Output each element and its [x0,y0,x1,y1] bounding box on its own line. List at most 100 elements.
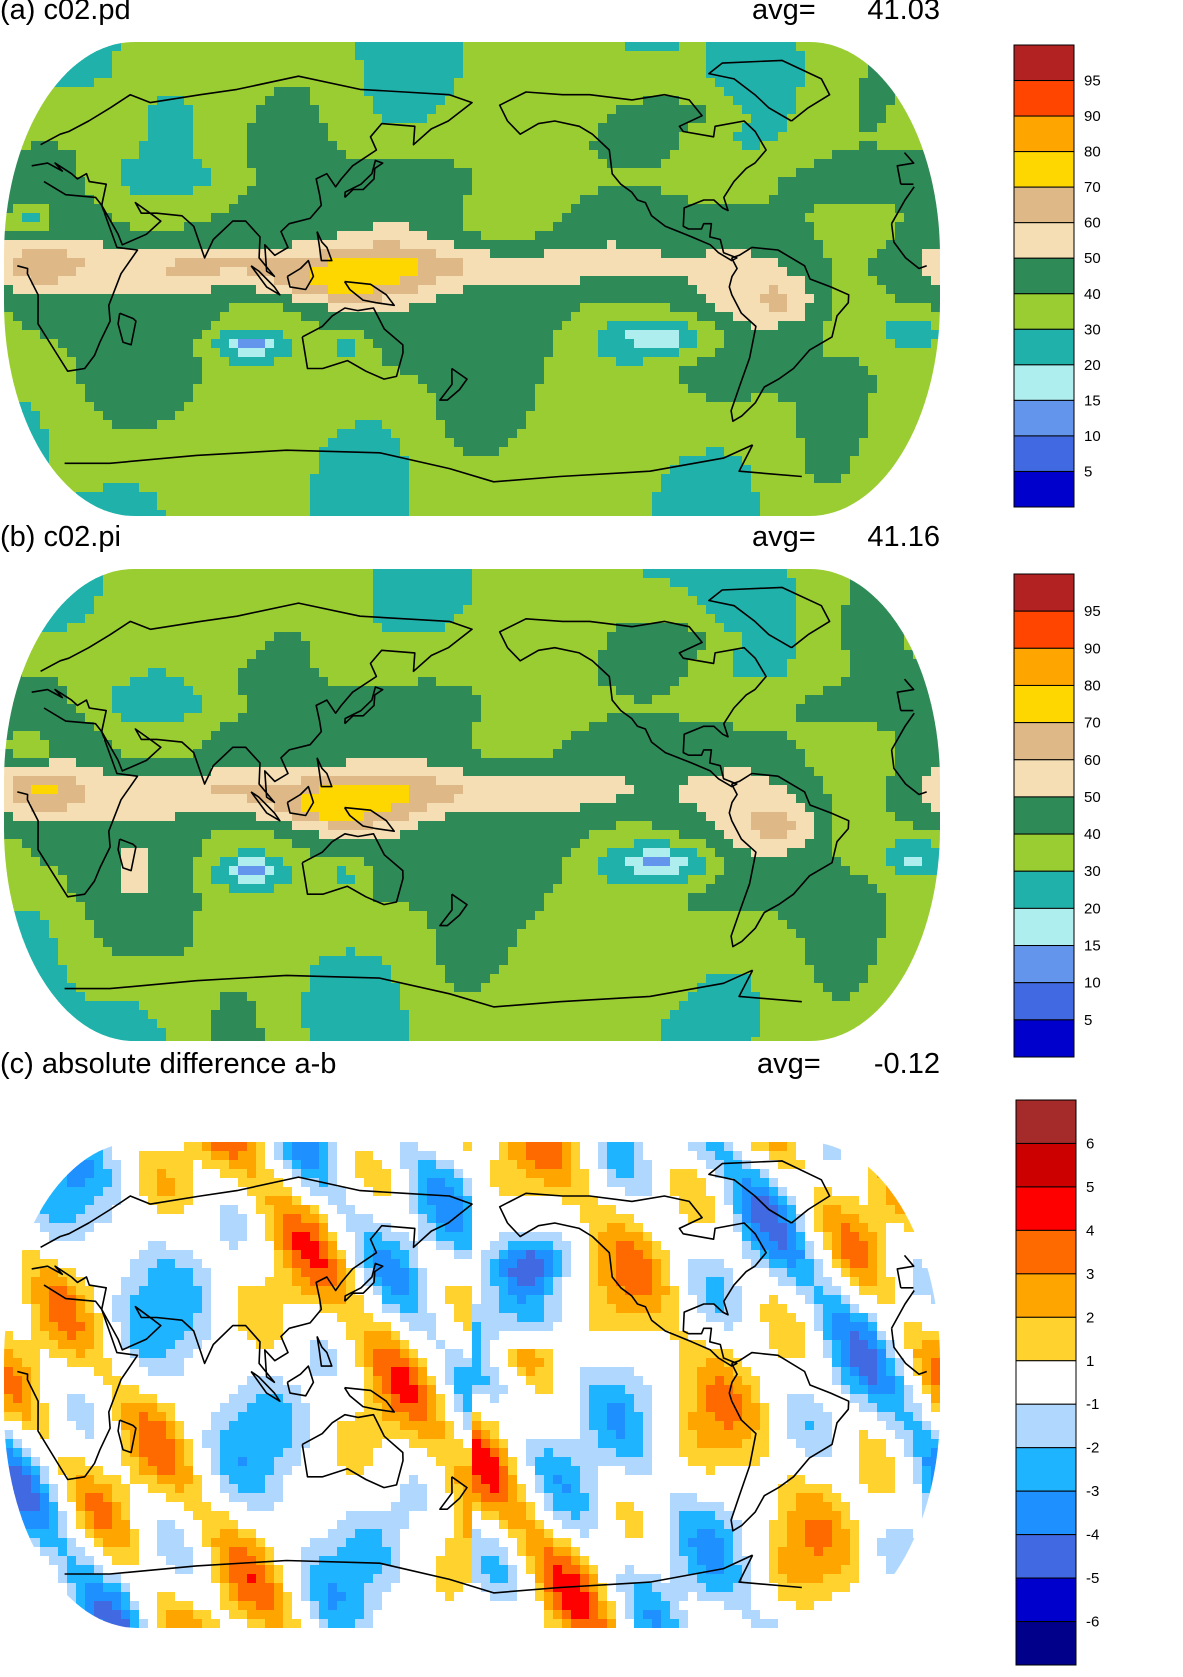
field-cell [85,195,95,205]
field-cell [742,339,752,349]
field-cell [922,159,932,169]
field-cell [643,159,653,169]
field-cell [139,258,149,268]
field-cell [895,384,905,394]
field-cell [373,276,383,286]
field-cell [661,447,671,457]
field-cell [418,213,428,223]
field-cell [256,78,266,88]
field-cell [364,465,374,475]
field-cell [913,339,923,349]
field-cell [13,240,23,250]
field-cell [751,276,761,286]
field-cell [823,123,833,133]
field-cell [391,60,401,70]
field-cell [166,123,176,133]
field-cell [778,42,788,52]
field-cell [229,438,239,448]
field-cell [553,96,563,106]
field-cell [562,222,572,232]
field-cell [886,51,896,61]
field-cell [688,321,698,331]
field-cell [868,438,878,448]
field-cell [274,285,284,295]
field-cell [832,276,842,286]
field-cell [868,177,878,187]
field-cell [463,456,473,466]
field-cell [220,69,230,79]
field-cell [418,168,428,178]
field-cell [733,375,743,385]
field-cell [805,159,815,169]
field-cell [454,366,464,376]
field-cell [31,78,41,88]
field-cell [517,204,527,214]
field-cell [238,456,248,466]
field-cell [553,141,563,151]
field-cell [31,204,41,214]
field-cell [517,69,527,79]
field-cell [850,375,860,385]
field-cell [724,303,734,313]
field-cell [472,285,482,295]
field-cell [184,303,194,313]
field-cell [589,114,599,124]
field-cell [283,294,293,304]
field-cell [454,429,464,439]
field-cell [76,312,86,322]
field-cell [391,69,401,79]
field-cell [562,456,572,466]
field-cell [913,213,923,223]
field-cell [58,105,68,115]
field-cell [931,78,940,88]
field-cell [616,456,626,466]
field-cell [418,384,428,394]
field-cell [22,285,32,295]
field-cell [211,222,221,232]
field-cell [274,123,284,133]
field-cell [328,402,338,412]
field-cell [175,402,185,412]
field-cell [868,240,878,250]
field-cell [715,348,725,358]
field-cell [589,411,599,421]
field-cell [652,150,662,160]
field-cell [517,276,527,286]
field-cell [580,78,590,88]
field-cell [652,51,662,61]
field-cell [220,303,230,313]
field-cell [157,276,167,286]
field-cell [517,60,527,70]
field-cell [553,456,563,466]
field-cell [463,222,473,232]
field-cell [157,465,167,475]
field-cell [256,159,266,169]
field-cell [40,456,50,466]
field-cell [175,96,185,106]
field-cell [301,240,311,250]
field-cell [94,357,104,367]
field-cell [184,168,194,178]
field-cell [130,267,140,277]
field-cell [634,285,644,295]
field-cell [382,321,392,331]
field-cell [859,303,869,313]
field-cell [139,447,149,457]
field-cell [724,123,734,133]
field-cell [58,294,68,304]
field-cell [94,150,104,160]
field-cell [346,303,356,313]
field-cell [625,366,635,376]
field-cell [742,249,752,259]
field-cell [463,393,473,403]
field-cell [328,186,338,196]
field-cell [22,258,32,268]
field-cell [751,114,761,124]
field-cell [121,141,131,151]
field-cell [301,447,311,457]
field-cell [184,384,194,394]
field-cell [679,249,689,259]
field-cell [661,294,671,304]
field-cell [913,312,923,322]
field-cell [517,249,527,259]
